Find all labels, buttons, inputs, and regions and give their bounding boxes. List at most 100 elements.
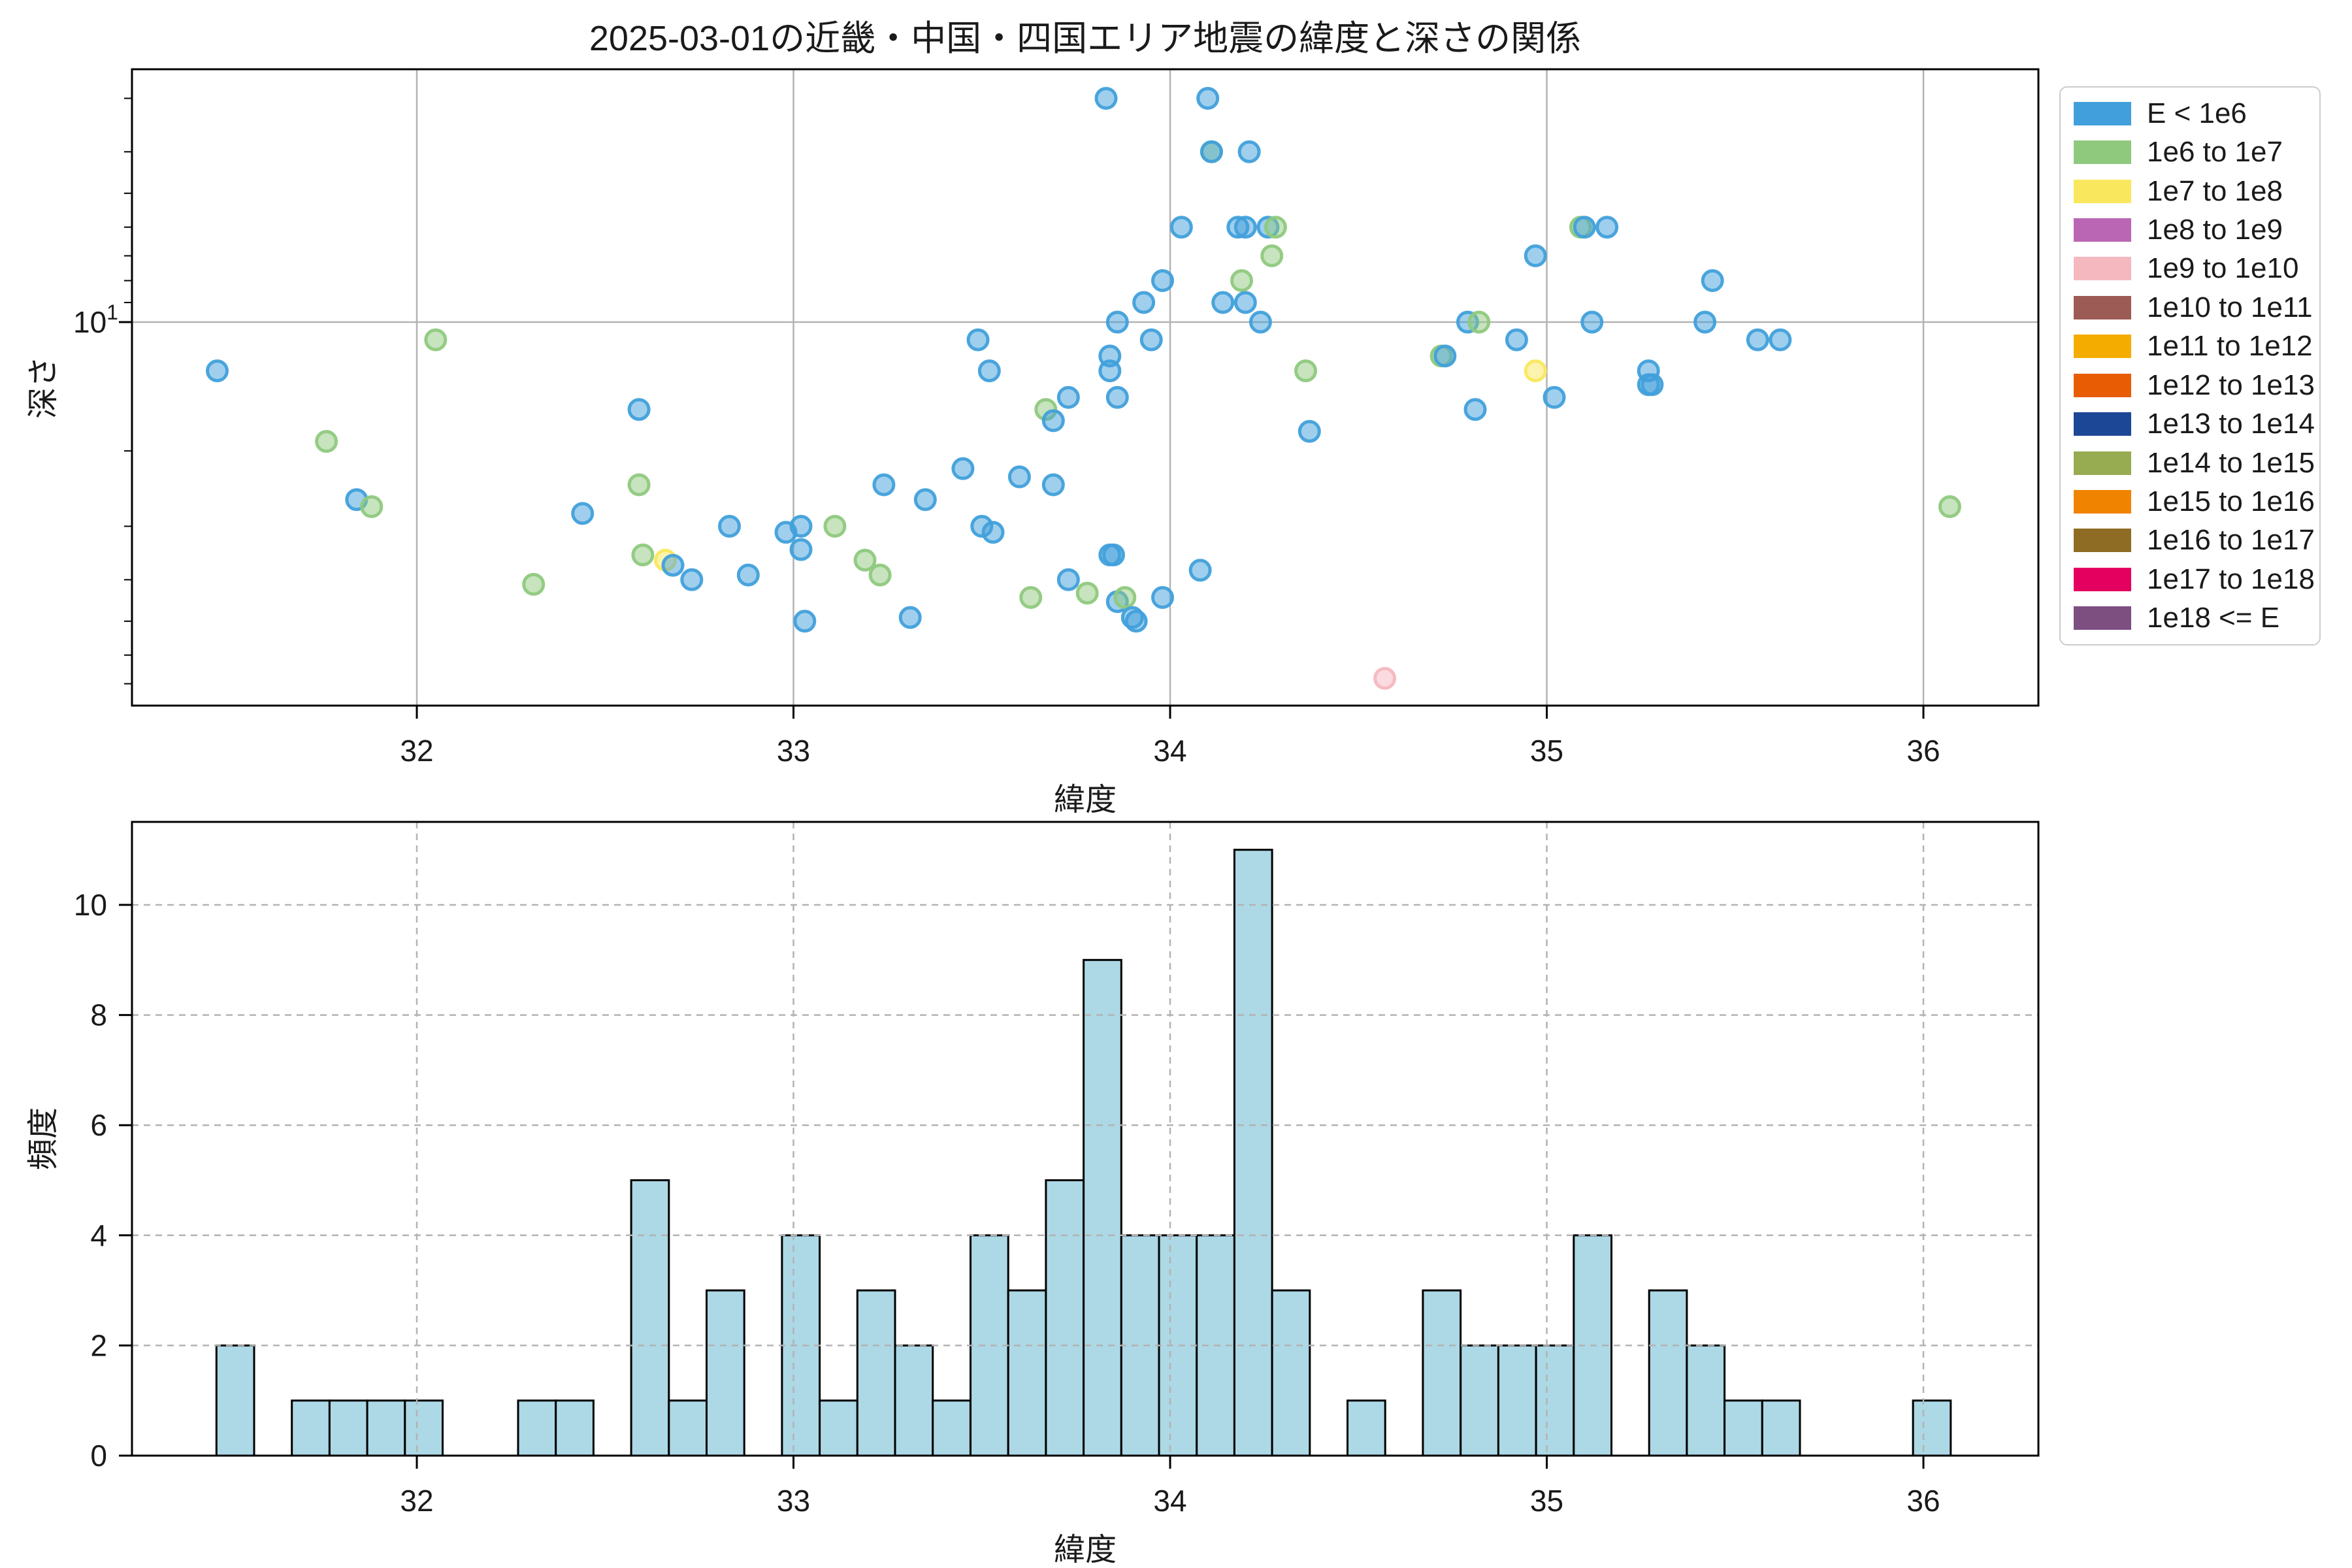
scatter-point	[789, 538, 813, 561]
legend-label: 1e10 to 1e11	[2147, 291, 2313, 323]
histogram-bar	[328, 1399, 368, 1457]
legend-swatch	[2074, 529, 2131, 553]
scatter-xlabel: 緯度	[1054, 783, 1117, 817]
scatter-point	[661, 553, 685, 577]
scatter-point	[1041, 473, 1065, 497]
histogram-bar	[1535, 1344, 1575, 1457]
scatter-spines	[131, 68, 2040, 707]
scatter-point	[1200, 140, 1223, 163]
histogram-bar	[1083, 958, 1122, 1457]
scatter-point	[823, 515, 847, 538]
legend-entry-4: 1e9 to 1e10	[2074, 250, 2319, 287]
scatter-x-tick-label: 32	[400, 734, 433, 768]
chart-title: 2025-03-01の近畿・中国・四国エリア地震の緯度と深さの関係	[589, 19, 1582, 58]
scatter-point	[1019, 586, 1043, 609]
scatter-point	[1132, 291, 1156, 314]
scatter-point	[1105, 310, 1129, 334]
histogram-bar	[1233, 849, 1273, 1457]
legend-label: 1e17 to 1e18	[2147, 563, 2315, 595]
scatter-point	[315, 430, 338, 453]
scatter-point	[627, 473, 651, 497]
scatter-point	[1467, 310, 1491, 334]
legend-label: 1e13 to 1e14	[2147, 408, 2315, 440]
scatter-point	[868, 563, 892, 587]
scatter-point	[1433, 344, 1457, 368]
histogram-bar	[970, 1234, 1009, 1457]
histogram-bar	[1347, 1399, 1386, 1457]
legend-entry-7: 1e12 to 1e13	[2074, 367, 2319, 404]
legend-entry-3: 1e8 to 1e9	[2074, 212, 2319, 248]
hist-x-tick-label: 34	[1153, 1484, 1186, 1518]
scatter-point	[1230, 269, 1253, 292]
scatter-point	[1196, 87, 1220, 110]
scatter-point	[1746, 328, 1769, 351]
legend-label: 1e15 to 1e16	[2147, 485, 2315, 517]
scatter-point	[571, 502, 595, 525]
legend-entry-12: 1e17 to 1e18	[2074, 561, 2319, 598]
scatter-point	[1524, 244, 1547, 267]
legend-entry-8: 1e13 to 1e14	[2074, 406, 2319, 442]
scatter-point	[1573, 216, 1596, 239]
scatter-point	[1769, 328, 1792, 351]
scatter-point	[1188, 559, 1212, 582]
scatter-point	[1641, 373, 1664, 397]
histogram-bar	[1120, 1234, 1160, 1457]
legend-swatch	[2074, 606, 2131, 630]
scatter-x-tick-label: 33	[777, 734, 810, 768]
scatter-point	[853, 548, 877, 572]
scatter-point	[1041, 409, 1065, 433]
scatter-point	[1211, 291, 1235, 314]
histogram-bar	[1648, 1289, 1688, 1457]
scatter-point	[631, 543, 655, 566]
hist-y-tick-label: 8	[90, 998, 107, 1032]
histogram-bar	[1723, 1399, 1763, 1457]
scatter-point	[1056, 385, 1080, 409]
scatter-point	[1056, 568, 1080, 591]
scatter-point	[1294, 359, 1317, 383]
scatter-point	[1124, 610, 1148, 633]
scatter-point	[1373, 666, 1397, 690]
legend-label: 1e12 to 1e13	[2147, 368, 2315, 401]
legend-label: 1e7 to 1e8	[2147, 174, 2283, 207]
scatter-point	[1233, 291, 1257, 314]
legend-swatch	[2074, 373, 2131, 397]
scatter-point	[206, 359, 229, 383]
histogram-bar	[630, 1179, 670, 1457]
scatter-ylabel: 深さ	[26, 356, 61, 419]
hist-x-tick-label: 35	[1530, 1484, 1563, 1518]
histogram-bar	[404, 1399, 444, 1457]
scatter-y-tick-label: 101	[73, 301, 118, 339]
legend-entry-10: 1e15 to 1e16	[2074, 483, 2319, 520]
legend-swatch	[2074, 335, 2131, 359]
scatter-point	[1701, 269, 1724, 292]
histogram-bar	[1686, 1344, 1726, 1457]
legend-entry-6: 1e11 to 1e12	[2074, 328, 2319, 365]
scatter-point	[981, 521, 1005, 544]
legend-label: 1e18 <= E	[2147, 602, 2280, 634]
scatter-point	[1105, 385, 1129, 409]
histogram-bar	[668, 1399, 708, 1457]
hist-y-tick-label: 2	[90, 1328, 107, 1362]
scatter-point	[1463, 398, 1487, 421]
hist-x-tick-label: 33	[777, 1484, 810, 1518]
histogram-bar	[781, 1234, 821, 1457]
scatter-point	[1151, 586, 1174, 609]
hist-y-tick-label: 0	[90, 1439, 107, 1473]
scatter-point	[1151, 269, 1174, 292]
scatter-point	[1524, 359, 1547, 383]
scatter-x-tick-label: 36	[1906, 734, 1940, 768]
histogram-bar	[819, 1399, 858, 1457]
legend-swatch	[2074, 567, 2131, 591]
scatter-point	[977, 359, 1001, 383]
hist-y-tick-label: 6	[90, 1108, 107, 1142]
scatter-point	[966, 328, 990, 351]
histogram-bar	[1271, 1289, 1311, 1457]
scatter-point	[1298, 419, 1321, 443]
legend-label: 1e14 to 1e15	[2147, 446, 2315, 479]
scatter-plot: 32 33 34 35 36 101 緯度 深さ	[26, 68, 2040, 817]
scatter-point	[424, 328, 448, 351]
histogram-bar	[1007, 1289, 1047, 1457]
hist-ylabel: 頻度	[26, 1107, 61, 1170]
histogram-bar	[1912, 1399, 1952, 1457]
